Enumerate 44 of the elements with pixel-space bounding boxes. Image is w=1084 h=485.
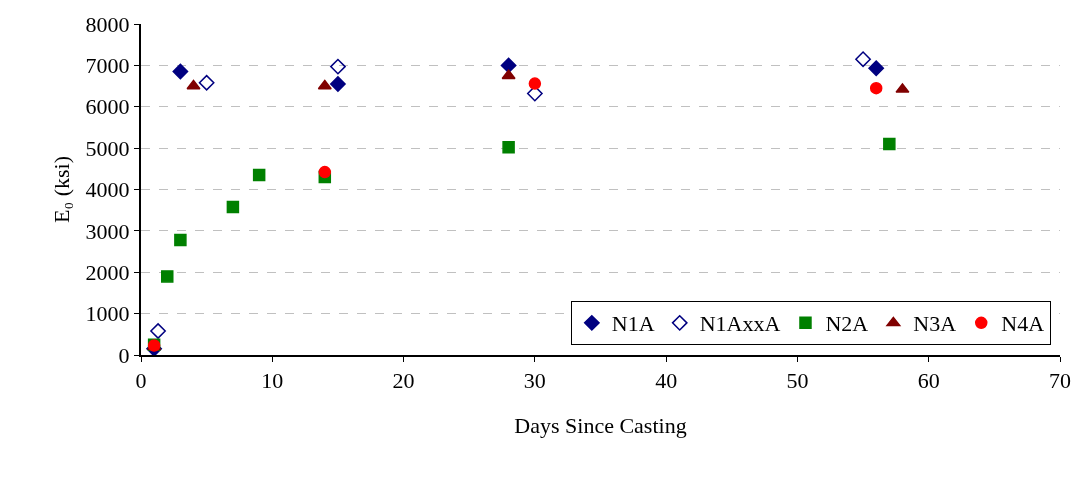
point — [186, 79, 201, 90]
x-tick-label: 70 — [1049, 368, 1071, 394]
y-tick-label: 7000 — [85, 53, 130, 79]
legend-label: N1AxxA — [699, 311, 781, 337]
point — [869, 81, 883, 95]
y-tick-label: 0 — [118, 342, 130, 368]
point — [330, 76, 346, 92]
y-tick-label: 3000 — [85, 218, 130, 244]
x-tick-label: 0 — [135, 368, 147, 394]
x-tick-label: 30 — [523, 368, 546, 394]
point — [502, 141, 515, 154]
x-axis-title: Days Since Casting — [514, 412, 687, 438]
point — [855, 51, 871, 68]
x-tick-label: 60 — [917, 368, 940, 394]
point — [252, 168, 266, 182]
y-axis-title: E₀ (ksi) — [48, 156, 74, 223]
x-tick-label: 50 — [786, 368, 809, 394]
point — [883, 137, 896, 151]
x-tick-label: 20 — [392, 368, 415, 394]
point — [528, 77, 542, 90]
y-tick-label: 4000 — [85, 177, 130, 203]
point — [501, 69, 516, 80]
y-tick-label: 2000 — [85, 259, 130, 285]
legend-label: N1A — [611, 311, 655, 337]
legend-label: N2A — [825, 311, 869, 337]
y-tick-label: 8000 — [85, 11, 130, 37]
x-tick-label: 10 — [261, 368, 284, 394]
point — [317, 79, 332, 90]
legend-label: N3A — [913, 311, 957, 337]
point — [868, 60, 885, 77]
point — [500, 57, 517, 74]
point — [226, 200, 240, 214]
point — [318, 165, 332, 179]
point — [174, 233, 187, 247]
x-tick-label: 40 — [655, 368, 678, 394]
legend-label: N4A — [1001, 311, 1045, 337]
point — [198, 74, 215, 91]
y-tick-label: 5000 — [85, 135, 130, 161]
point — [161, 270, 174, 283]
y-tick-label: 1000 — [85, 301, 130, 327]
y-tick-label: 6000 — [85, 94, 130, 120]
point — [150, 323, 166, 339]
point — [172, 63, 189, 80]
point — [330, 58, 346, 75]
